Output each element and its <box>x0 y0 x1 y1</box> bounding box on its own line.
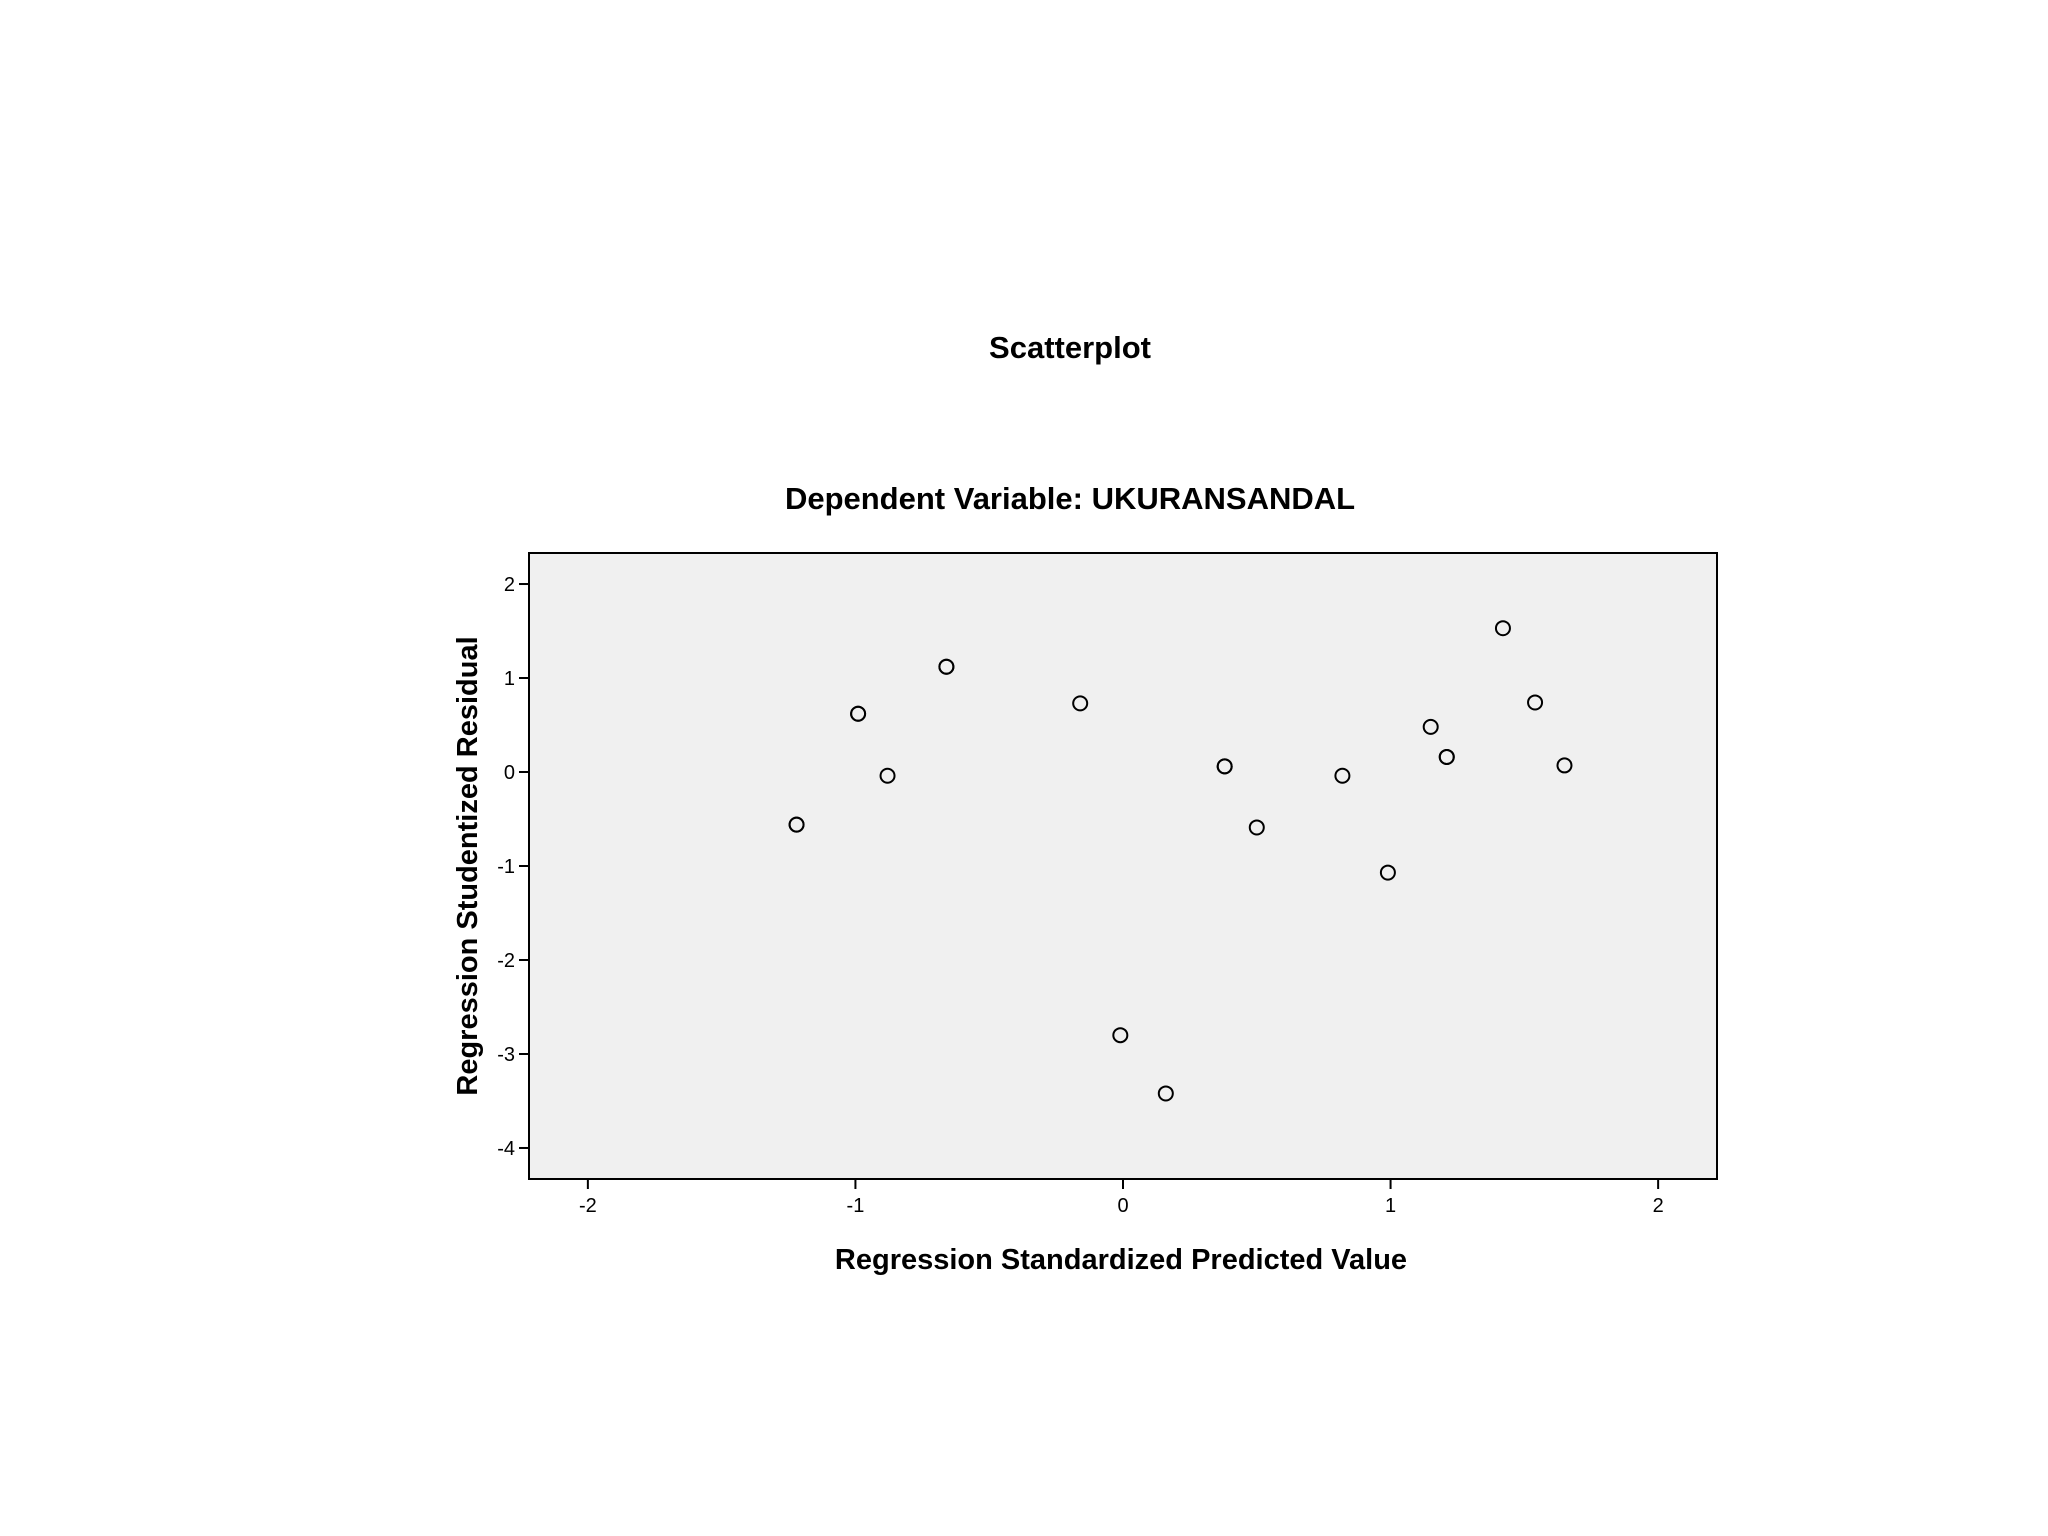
x-tick-label: -2 <box>579 1195 597 1217</box>
plot-area <box>528 552 1718 1180</box>
scatter-point <box>1494 620 1511 637</box>
y-axis: 2 1 0 -1 -2 -3 -4 <box>497 574 529 1160</box>
scatter-point <box>1438 748 1455 765</box>
chart-title: Scatterplot <box>989 330 1151 365</box>
y-tick-label: -3 <box>497 1044 515 1066</box>
scatter-point <box>788 816 805 833</box>
scatter-point <box>1556 757 1573 774</box>
scatter-point <box>850 705 867 722</box>
x-tick-label: 0 <box>1117 1195 1128 1217</box>
y-tick-label: -2 <box>497 950 515 972</box>
y-tick-label: 2 <box>504 574 515 596</box>
chart-subtitle: Dependent Variable: UKURANSANDAL <box>785 481 1355 516</box>
y-tick-label: -1 <box>497 856 515 878</box>
scatter-point <box>1379 864 1396 881</box>
scatter-point <box>1527 694 1544 711</box>
scatter-point <box>879 767 896 784</box>
y-axis-label: Regression Studentized Residual <box>452 636 484 1095</box>
x-tick-label: -1 <box>847 1195 865 1217</box>
x-tick-label: 1 <box>1385 1195 1396 1217</box>
scatter-point <box>938 658 955 675</box>
x-tick-label: 2 <box>1653 1195 1664 1217</box>
y-tick-label: -4 <box>497 1138 515 1160</box>
y-tick-label: 1 <box>504 668 515 690</box>
data-points <box>788 620 1573 1102</box>
scatter-point <box>1248 819 1265 836</box>
x-axis: -2 -1 0 1 2 <box>579 1179 1664 1217</box>
scatter-point <box>1216 758 1233 775</box>
x-axis-label: Regression Standardized Predicted Value <box>835 1244 1407 1276</box>
scatter-point <box>1112 1027 1129 1044</box>
scatter-point <box>1072 695 1089 712</box>
scatter-point <box>1334 767 1351 784</box>
y-tick-label: 0 <box>504 762 515 784</box>
scatter-point <box>1422 718 1439 735</box>
scatter-point <box>1157 1085 1174 1102</box>
